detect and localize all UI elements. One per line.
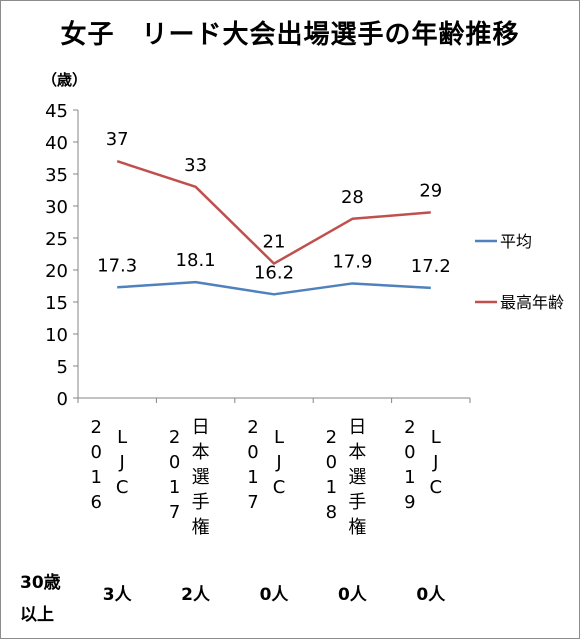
x-category-event-label: C	[273, 477, 286, 498]
y-tick-label: 30	[45, 197, 68, 218]
x-category-year-label: 0	[326, 452, 337, 473]
x-category-year-label: 9	[404, 492, 415, 513]
x-category-event-label: 本	[348, 442, 366, 463]
y-axis-unit-label: （歳）	[42, 71, 87, 89]
x-category-event-label: J	[119, 452, 125, 473]
data-label: 21	[263, 232, 286, 253]
x-category-event-label: 手	[192, 492, 210, 513]
y-tick-label: 10	[45, 325, 68, 346]
x-category-event-label: C	[430, 477, 443, 498]
x-category-year-label: 2	[326, 427, 337, 448]
x-category-year-label: 7	[169, 502, 180, 523]
y-tick-label: 40	[45, 133, 68, 154]
x-category-event-label: L	[431, 427, 441, 448]
chart-title: 女子 リード大会出場選手の年齢推移	[60, 20, 520, 50]
x-category-year-label: 2	[169, 427, 180, 448]
x-category-event-label: 日	[348, 417, 366, 438]
x-category-event-label: 権	[348, 517, 366, 538]
x-category-event-label: J	[275, 452, 281, 473]
footer-count: 2人	[181, 585, 211, 605]
footer-count: 3人	[103, 585, 133, 605]
footer-count: 0人	[416, 585, 446, 605]
y-tick-label: 35	[45, 165, 68, 186]
data-label: 29	[419, 180, 442, 201]
x-category-event-label: 本	[192, 442, 210, 463]
x-category-year-label: 1	[326, 477, 337, 498]
data-label: 17.3	[97, 255, 137, 276]
y-tick-label: 45	[45, 101, 68, 122]
data-label: 17.2	[411, 256, 451, 277]
footer-header-line-1: 30歳	[20, 573, 61, 593]
data-label: 18.1	[176, 250, 216, 271]
x-category-year-label: 0	[247, 442, 258, 463]
x-category-event-label: 手	[348, 492, 366, 513]
x-category-event-label: 日	[192, 417, 210, 438]
data-label: 28	[341, 187, 364, 208]
data-label: 33	[184, 155, 207, 176]
y-tick-label: 15	[45, 293, 68, 314]
y-tick-label: 20	[45, 261, 68, 282]
x-category-year-label: 1	[404, 467, 415, 488]
footer-header-line-2: 以上	[20, 605, 54, 625]
x-category-year-label: 2	[90, 417, 101, 438]
y-tick-label: 0	[57, 389, 68, 410]
x-category-year-label: 0	[169, 452, 180, 473]
x-category-event-label: L	[117, 427, 127, 448]
x-category-year-label: 0	[404, 442, 415, 463]
x-category-year-label: 1	[247, 467, 258, 488]
x-category-year-label: 0	[90, 442, 101, 463]
footer-count: 0人	[260, 585, 290, 605]
x-category-event-label: 権	[192, 517, 210, 538]
data-label: 16.2	[254, 262, 294, 283]
x-category-year-label: 2	[247, 417, 258, 438]
x-category-year-label: 2	[404, 417, 415, 438]
data-label: 17.9	[332, 251, 372, 272]
series-line-average	[117, 280, 431, 296]
legend-label: 平均	[500, 232, 532, 251]
y-tick-label: 25	[45, 229, 68, 250]
footer-count: 0人	[338, 585, 368, 605]
x-category-year-label: 7	[247, 492, 258, 513]
legend-label: 最高年齢	[500, 293, 564, 312]
x-category-event-label: 選	[192, 467, 210, 488]
x-category-year-label: 6	[90, 492, 101, 513]
x-category-event-label: J	[432, 452, 438, 473]
x-category-year-label: 1	[90, 467, 101, 488]
x-category-year-label: 8	[326, 502, 337, 523]
x-category-event-label: 選	[348, 467, 366, 488]
y-tick-label: 5	[57, 357, 68, 378]
data-label: 37	[106, 129, 129, 150]
series-line-max-age	[116, 160, 431, 265]
x-category-year-label: 1	[169, 477, 180, 498]
x-category-event-label: C	[116, 477, 129, 498]
x-category-event-label: L	[274, 427, 284, 448]
